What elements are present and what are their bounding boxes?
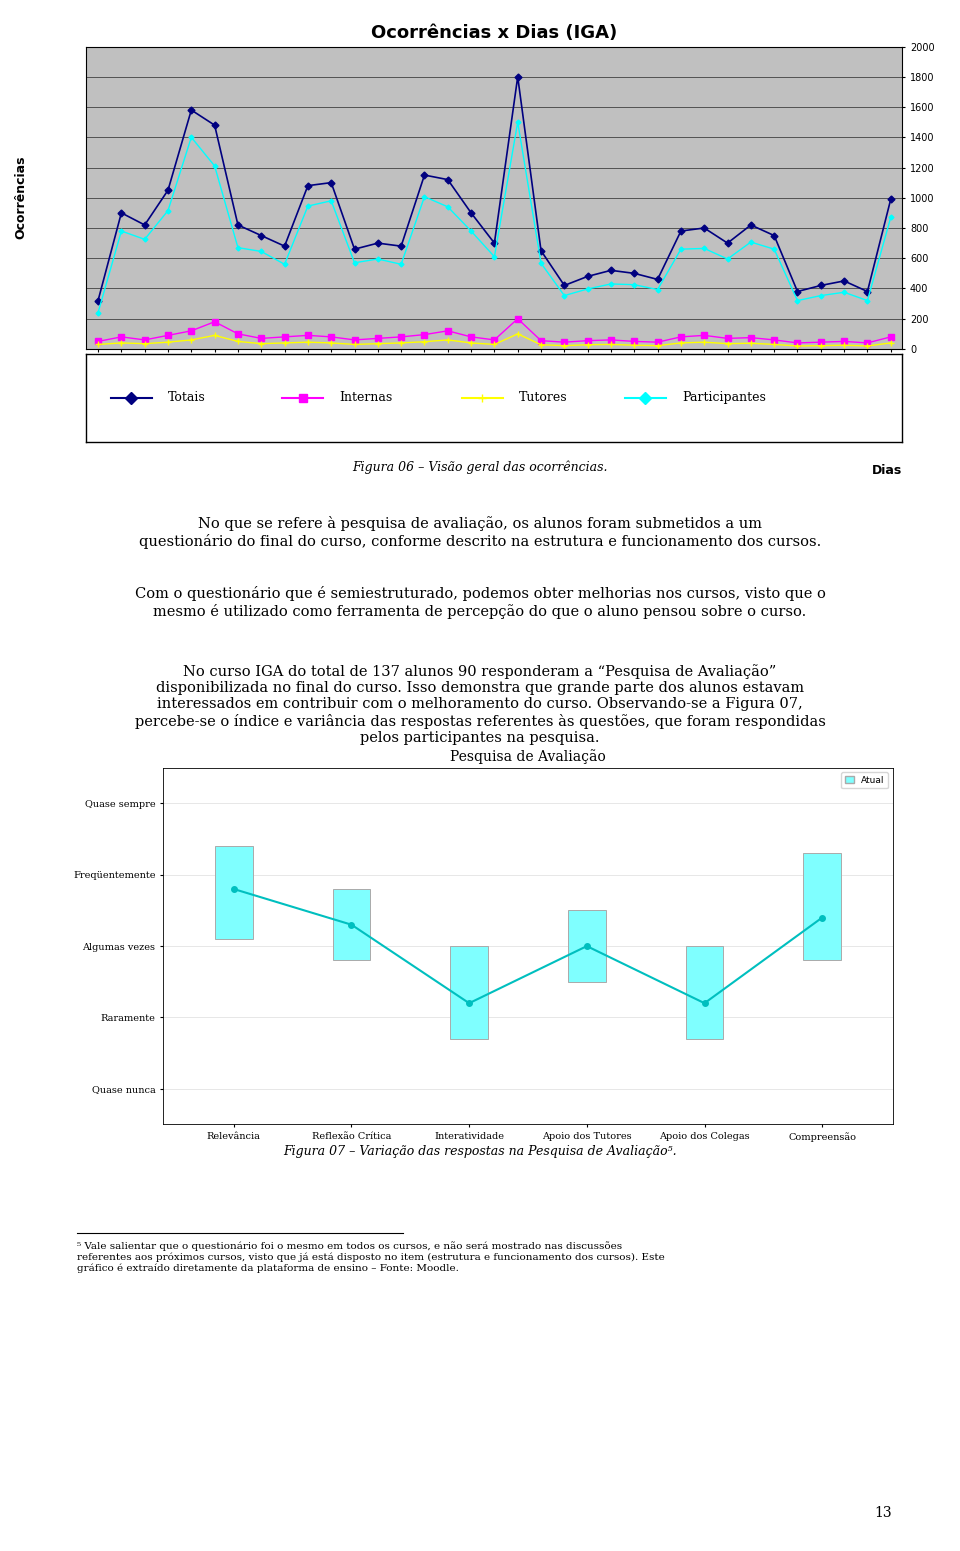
Text: Figura 06 – Visão geral das ocorrências.: Figura 06 – Visão geral das ocorrências. [352, 461, 608, 475]
Text: Tutores: Tutores [518, 391, 567, 405]
Text: 13: 13 [875, 1506, 892, 1520]
Bar [450, 946, 488, 1039]
Text: ⁵ Vale salientar que o questionário foi o mesmo em todos os cursos, e não será m: ⁵ Vale salientar que o questionário foi … [77, 1241, 664, 1273]
Text: Dias: Dias [872, 464, 902, 476]
Bar [804, 853, 841, 960]
Bar [333, 889, 371, 960]
Text: No curso IGA do total de 137 alunos 90 responderam a “Pesquisa de Avaliação”
dis: No curso IGA do total de 137 alunos 90 r… [134, 664, 826, 744]
Text: Figura 07 – Variação das respostas na Pesquisa de Avaliação⁵.: Figura 07 – Variação das respostas na Pe… [283, 1145, 677, 1157]
Title: Pesquisa de Avaliação: Pesquisa de Avaliação [450, 749, 606, 763]
Title: Ocorrências x Dias (IGA): Ocorrências x Dias (IGA) [372, 25, 617, 42]
Bar [568, 910, 606, 982]
Bar [685, 946, 723, 1039]
Text: Internas: Internas [340, 391, 393, 405]
Text: Ocorrências: Ocorrências [14, 155, 28, 239]
Text: Com o questionário que é semiestruturado, podemos obter melhorias nos cursos, vi: Com o questionário que é semiestruturado… [134, 586, 826, 619]
Bar [215, 847, 252, 938]
Text: Participantes: Participantes [682, 391, 766, 405]
Text: No que se refere à pesquisa de avaliação, os alunos foram submetidos a um
questi: No que se refere à pesquisa de avaliação… [139, 516, 821, 549]
Legend: Atual: Atual [841, 772, 888, 788]
Text: Totais: Totais [168, 391, 205, 405]
